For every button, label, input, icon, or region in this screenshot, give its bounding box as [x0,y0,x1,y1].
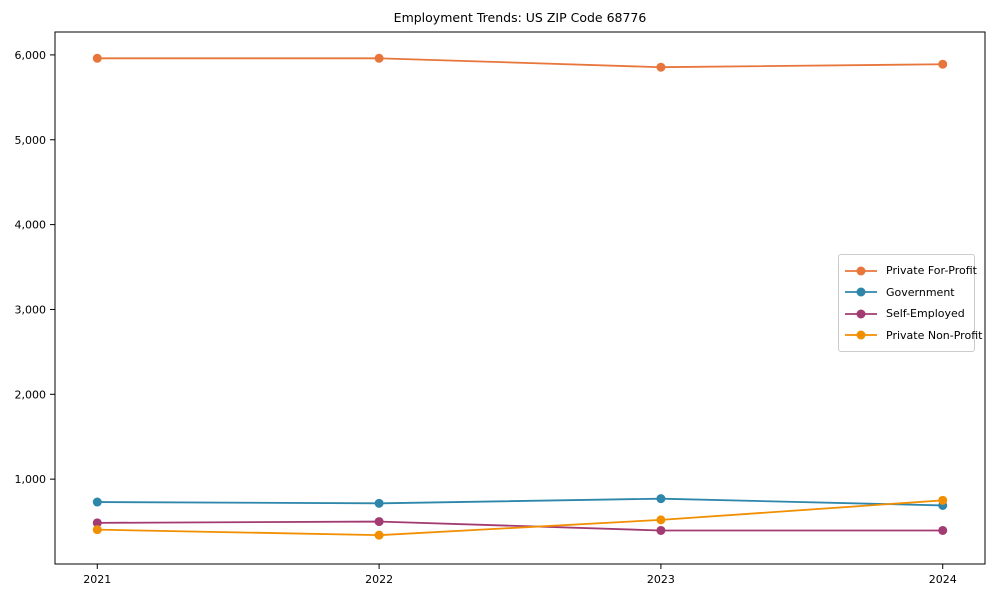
legend-item-label: Self-Employed [886,307,965,321]
legend-item-government: Government [843,282,968,304]
data-point-private-non-profit-2021 [92,525,102,535]
legend-marker-dot [856,266,866,276]
series-line-government [97,497,943,507]
data-point-government-2021 [92,497,102,507]
series-line-private-non-profit [97,499,943,537]
y-tick-label: 4,000 [15,219,47,232]
legend-marker-dot [856,309,866,319]
legend-marker-self-employed [845,309,877,319]
data-point-government-2022 [374,498,384,508]
plot-border [54,31,986,565]
data-point-government-2023 [656,494,666,504]
data-point-self-employed-2021 [92,518,102,528]
data-point-private-non-profit-2022 [374,530,384,540]
y-tick-label: 6,000 [15,49,47,62]
x-tick-label: 2022 [365,573,393,586]
legend-item-label: Government [886,285,955,299]
data-point-self-employed-2023 [656,525,666,535]
data-point-private-non-profit-2023 [656,515,666,525]
y-tick-label: 5,000 [15,134,47,147]
x-tick-label: 2024 [929,573,957,586]
chart-title: Employment Trends: US ZIP Code 68776 [393,10,647,25]
legend-marker-dot [856,330,866,340]
data-point-private-for-profit-2021 [92,53,102,63]
legend-item-label: Private Non-Profit [886,328,983,342]
data-point-self-employed-2022 [374,517,384,527]
data-point-private-for-profit-2022 [374,53,384,63]
y-tick-label: 3,000 [15,303,47,316]
data-point-private-for-profit-2023 [656,62,666,72]
series-line-self-employed [97,520,943,532]
x-tick-label: 2021 [83,573,111,586]
data-point-private-for-profit-2024 [938,59,948,69]
y-tick-label: 1,000 [15,473,47,486]
legend-marker-government [845,287,877,297]
x-tick-label: 2023 [647,573,675,586]
legend-marker-private-for-profit [845,266,877,276]
legend-item-label: Private For-Profit [886,264,977,278]
legend-item-self-employed: Self-Employed [843,303,968,325]
data-point-self-employed-2024 [938,525,948,535]
legend-marker-dot [856,287,866,297]
legend-item-private-non-profit: Private Non-Profit [843,325,982,347]
series-line-private-for-profit [97,57,943,69]
legend: Private For-Profit Government Self-Employe… [838,254,982,352]
y-tick-label: 2,000 [15,388,47,401]
legend-marker-private-non-profit [845,330,877,340]
data-point-private-non-profit-2024 [938,495,948,505]
legend-item-private-for-profit: Private For-Profit [843,260,977,282]
